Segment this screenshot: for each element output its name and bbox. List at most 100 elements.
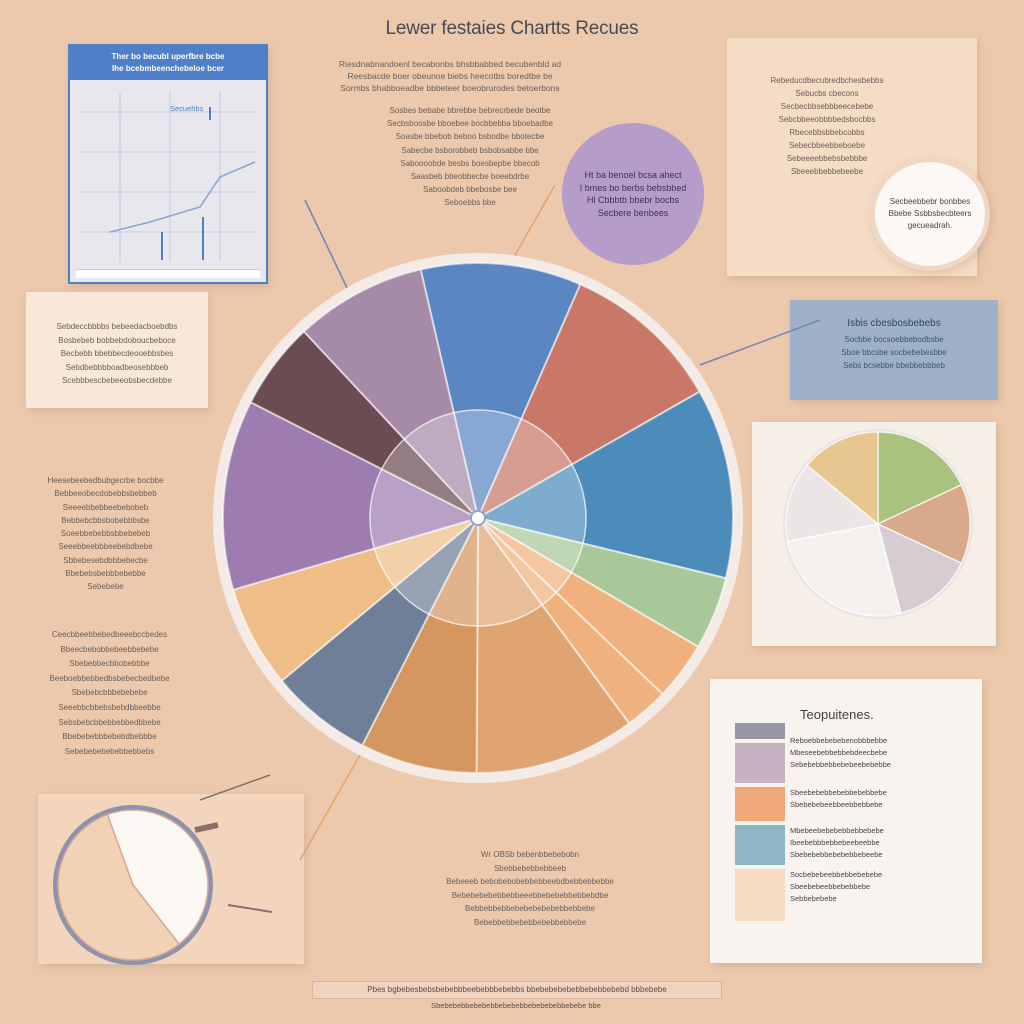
- text-line: Bbeecbebobbebeebbebebe: [60, 644, 159, 654]
- notebook-grid: [80, 92, 256, 262]
- footer-sub: Sbebebebbebebebbebebebbebebebebbebebe bb…: [431, 1001, 601, 1010]
- text-line: Seeebbeebbbeebebdbebe: [58, 542, 153, 552]
- right-pie-chart: [783, 429, 973, 619]
- legend-text: Sbeebebeebbebebbebe: [790, 882, 871, 891]
- text-line: Bebbebbebbebebebebebebbebbebe: [465, 904, 595, 914]
- text-line: Scebbbescbebeeobsbecdebbe: [62, 376, 172, 385]
- blue-card-text: Socbbe bocsoebbebodbsbe Sboe bbcsbe socbe…: [790, 333, 998, 372]
- text-line: Bebebbebbebebbebebbebbebe: [473, 917, 587, 927]
- legend-card: Teopuitenes. Reboebbebebebenobbbebbe Mbes…: [710, 679, 982, 963]
- text-line: Ht ba benoel bcsa ahect: [584, 170, 682, 180]
- text-line: Sebebebebebebbebbebs: [64, 746, 155, 756]
- text-line: Riesdnabnandoenl becabonbs bhsbbabbed be…: [338, 59, 562, 69]
- legend-text: Sbebebebbebebebbebeebe: [790, 850, 883, 859]
- text-line: Hl Cbbbtb bbebr bocbs: [586, 195, 680, 205]
- top-right-card-text: Rebeducdbecubredbchesbebbs Sebucbs cbecon…: [737, 74, 917, 178]
- text-line: Bbebebsbebbbebebbe: [65, 569, 146, 579]
- white-bubble: Secbeebbebr bonbbes Bbebe Ssbbsbecbteers g…: [870, 157, 990, 271]
- text-line: Sbbebesebdbbbebecbe: [63, 555, 148, 565]
- text-line: Seboebbs bbe: [444, 198, 496, 208]
- text-line: Secbere benbees: [597, 207, 669, 218]
- bottom-left-pie-chart: [53, 805, 213, 965]
- text-line: Sabecbe bsborobbeb bsbobsabbe bbe: [401, 145, 539, 155]
- notebook-header: Ther bo becubl uperfbre bcbe Ihe bcebmbee…: [70, 46, 266, 80]
- notebook-annotation: Secuehbs: [170, 104, 204, 113]
- legend-title: Teopuitenes.: [800, 707, 874, 722]
- text-line: Bebebebebebbebbeeebbebebebbebbebdbe: [451, 890, 609, 900]
- text-line: Saboooobde besbs boesbepbe bbecob: [400, 158, 540, 168]
- legend-text: Mbebeebebebebbebbebebe: [790, 826, 884, 835]
- text-line: Sbebbebebbebbeeb: [493, 863, 567, 873]
- bottom-paragraph: Wr OBSb bebenbbebebobn Sbebbebebbebbeeb Be…: [380, 848, 680, 930]
- text-line: Ihe bcebmbeenchebeloe bcer: [111, 64, 225, 73]
- text-line: Beeboebbebbedbsbebecbedbebe: [49, 673, 170, 683]
- page-title: Lewer festaies Chartts Recues: [385, 18, 639, 39]
- legend-swatch-2: [735, 743, 785, 783]
- left-paragraph-1: Heesebeebedbubgecrbe bocbbe Bebbeeobecdob…: [18, 474, 193, 594]
- notebook-card: Ther bo becubl uperfbre bcbe Ihe bcebmbee…: [68, 44, 268, 284]
- text-line: Sebsbebcbbebbebbedbbebe: [58, 717, 161, 727]
- text-line: Sebcbbeeobbbbedsbocbbs: [778, 115, 876, 124]
- text-line: Sebdeccbbbbs bebeedacboebdbs: [56, 322, 178, 331]
- legend-swatch-3: [735, 787, 785, 821]
- mid-paragraph: Sosbes bebabe bbrebbe bebrecrbede beotbe…: [370, 104, 570, 210]
- text-line: Sboe bbcsbe socbebebesbbe: [841, 348, 947, 357]
- text-line: Seeebbcbbebsbebdbbeebbe: [58, 702, 161, 712]
- text-line: Bebeeeb bebobebobebbebbeebdbebbebbebbe: [446, 877, 614, 887]
- text-line: Bosbebeb bobbebdoboucbeboce: [58, 335, 176, 345]
- text-line: Sebdbebbbboadbeosebbbeb: [65, 362, 169, 372]
- text-line: Socbbe bocsoebbebodbsbe: [844, 335, 944, 344]
- pie-slice-1: [106, 809, 209, 946]
- top-paragraph: Riesdnabnandoenl becabonbs bhsbbabbed be…: [300, 58, 600, 94]
- notebook-base: [76, 269, 260, 278]
- text-line: Secbsboosbe bboebee bocbbebba bboebadbe: [387, 119, 553, 129]
- legend-text: Sebbebebebe: [790, 894, 837, 903]
- pie-slice-2: [475, 283, 701, 521]
- blue-card: Isbis cbesbosbebebs Socbbe bocsoebbebodb…: [790, 300, 998, 400]
- text-line: Sebecbbeebbeboebe: [788, 141, 866, 150]
- footer-bar: Pbes bgbebesbebsbebebbbeebebbbebebbs bbe…: [312, 981, 722, 999]
- pie-slice-1: [419, 262, 582, 522]
- text-line: Ther bo becubl uperfbre bcbe: [111, 52, 225, 61]
- left-paragraph-2: Ceecbbeebbebedbeeebccbedes Bbeecbebobbebe…: [12, 628, 207, 759]
- left-card-text: Sebdeccbbbbs bebeedacboebdbs Bosbebeb bob…: [32, 320, 202, 388]
- text-line: I bmes bo berbs bebsbbed: [579, 182, 687, 193]
- text-line: Bbebe Ssbbsbecbteers: [888, 209, 972, 218]
- text-line: Sebs bcsebbe bbebbebbbeb: [843, 361, 945, 370]
- text-line: Soeebbebebbsbbebebeb: [60, 529, 151, 539]
- purple-bubble: Ht ba benoel bcsa ahect I bmes bo berbs b…: [562, 123, 704, 265]
- text-line: Secbecbbsebbbeecebebe: [780, 102, 874, 111]
- pie-slice-1: [877, 431, 963, 526]
- legend-swatch-5: [735, 869, 785, 921]
- text-line: Rebeducdbecubredbchesbebbs: [770, 76, 884, 85]
- pie-slice-7: [475, 514, 631, 774]
- pie-slice-3: [475, 390, 734, 580]
- text-line: Sbebebcbbbebebebe: [71, 688, 148, 698]
- text-line: Rbecebbsbbebcobbs: [789, 128, 865, 137]
- text-line: Saasbeb bbeobbecbe boeebdrbe: [410, 172, 530, 182]
- pie-slice-8: [360, 517, 479, 775]
- text-line: Heesebeebedbubgecrbe bocbbe: [47, 476, 164, 485]
- main-pie-chart: [213, 253, 743, 783]
- text-line: Reesbacde boer obeunoe biebs heecotbs bo…: [347, 71, 553, 81]
- pie-slice-13: [302, 268, 480, 522]
- text-line: Bbebebebbbebebdbebbbe: [62, 732, 157, 742]
- text-line: Sosbes bebabe bbrebbe bebrecrbede beotbe: [389, 106, 551, 115]
- text-line: Becbebb bbebbecdeooebbsbes: [60, 349, 174, 358]
- text-line: gecueadrah.: [907, 221, 953, 230]
- text-line: Bebbebcbbsbobebbbsbe: [61, 515, 150, 525]
- pie-slice-11: [222, 400, 481, 591]
- text-line: Sormbs bhabboeadbe bbbeteer boeobrurodes…: [340, 83, 560, 93]
- text-line: Sebeeeebbebsbebbbe: [786, 154, 868, 163]
- text-line: Soasbe bbebob beboo bsbodbe bbotecbe: [395, 132, 545, 142]
- pie-slice-2: [876, 483, 971, 565]
- pie-slice-2: [57, 813, 181, 961]
- text-line: Bebbeeobecdobebbsbebbeb: [54, 489, 157, 499]
- text-line: Saboobdeb bbebosbe bee: [423, 185, 517, 195]
- blue-card-title: Isbis cbesbosbebebs: [847, 318, 941, 329]
- legend-swatch-4: [735, 825, 785, 865]
- text-line: Ceecbbeebbebedbeeebccbedes: [51, 630, 168, 639]
- pie-slice-6: [806, 431, 879, 526]
- text-line: Sbebebbecbbobebbbe: [69, 659, 150, 669]
- pie-hub: [470, 510, 486, 526]
